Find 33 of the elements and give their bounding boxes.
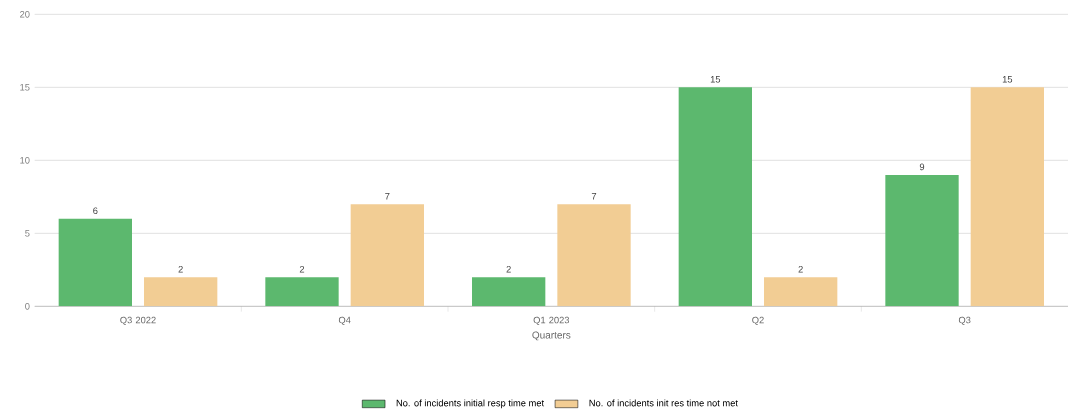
bar — [265, 277, 339, 307]
y-tick-label: 0 — [25, 303, 30, 310]
bar — [970, 87, 1044, 307]
bar — [58, 218, 132, 307]
data-label: 2 — [299, 266, 305, 273]
data-label: 7 — [385, 193, 390, 200]
bar — [350, 204, 424, 307]
y-tick-label: 20 — [20, 11, 30, 18]
y-tick-label: 5 — [25, 230, 30, 237]
bar — [678, 87, 752, 307]
y-tick-label: 15 — [20, 84, 30, 91]
bar — [144, 277, 218, 307]
bar — [885, 175, 959, 307]
legend-label: No. of incidents initial resp time met — [396, 399, 545, 409]
data-label: 6 — [93, 207, 98, 215]
data-label: 2 — [178, 266, 183, 273]
legend-label: No. of incidents init res time not met — [589, 399, 738, 407]
data-label: 7 — [591, 193, 597, 200]
x-tick-label: Q2 — [752, 316, 764, 326]
data-label: 2 — [798, 266, 803, 273]
x-tick-label: Q4 — [338, 316, 351, 326]
data-label: 15 — [1002, 76, 1013, 83]
data-label: 2 — [506, 266, 511, 273]
x-axis-title: Quarters — [532, 331, 571, 341]
bar — [557, 204, 631, 307]
bar — [472, 277, 546, 307]
bar — [764, 277, 838, 307]
x-tick-label: Q3 — [958, 316, 971, 326]
data-label: 15 — [710, 76, 721, 83]
y-tick-label: 10 — [20, 157, 30, 164]
x-tick-label: Q1 2023 — [533, 316, 570, 326]
x-tick-label: Q3 2022 — [120, 316, 156, 326]
data-label: 9 — [919, 163, 925, 171]
